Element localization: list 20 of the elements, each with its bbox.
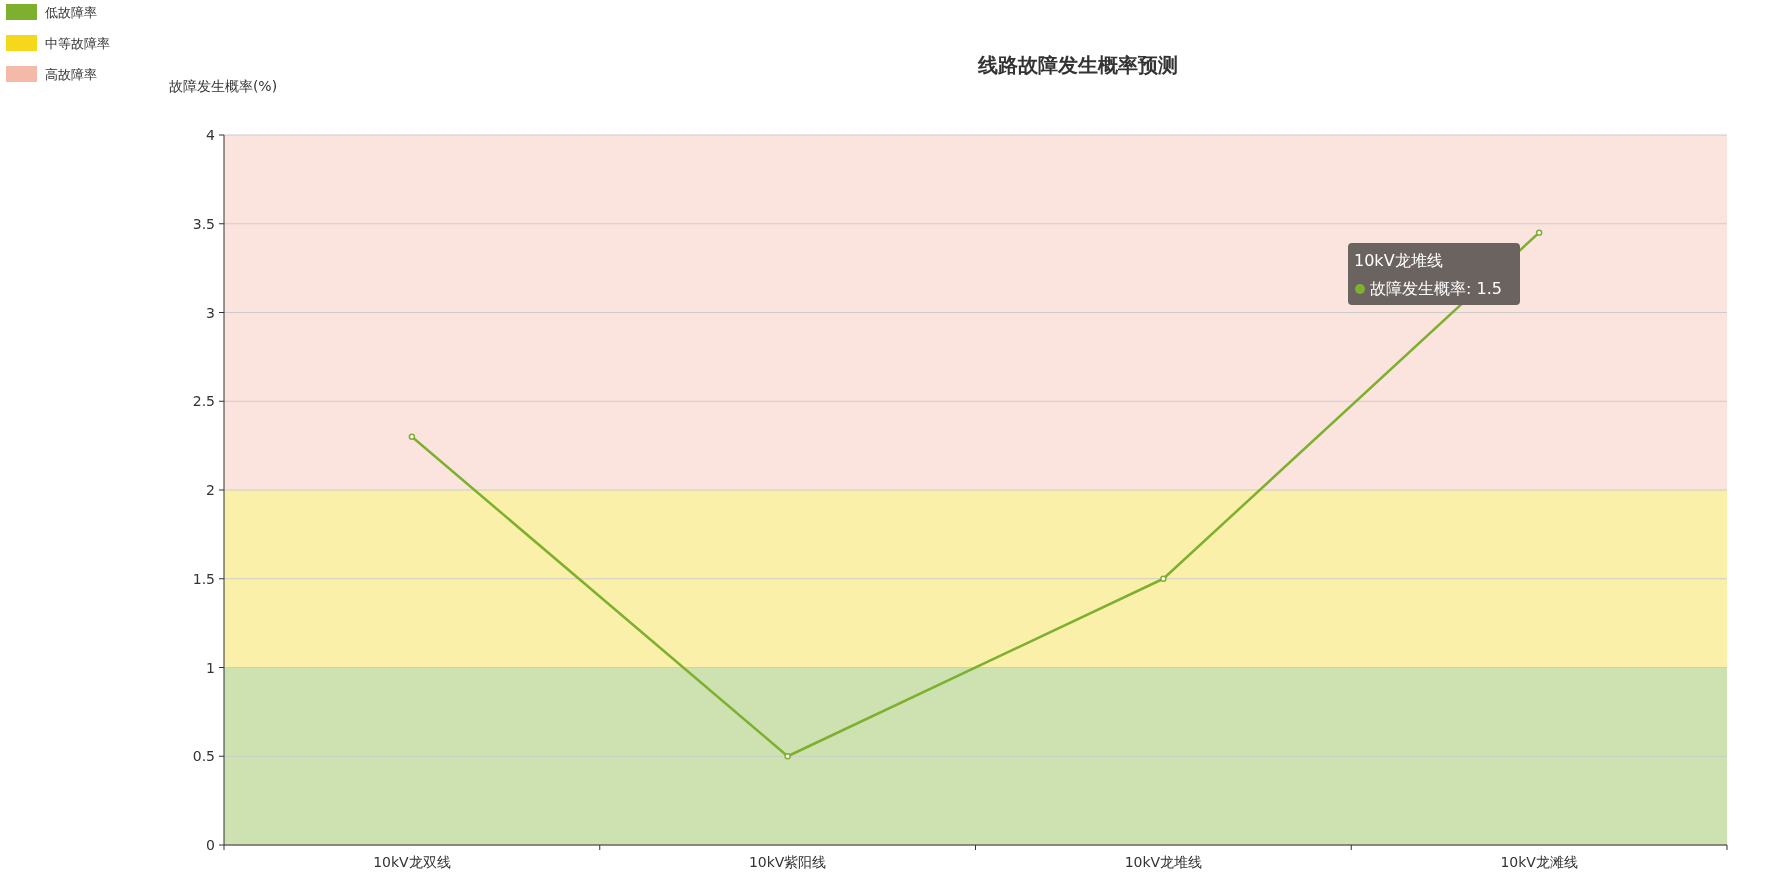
x-tick-label: 10kV紫阳线 [748,854,827,870]
legend-label: 中等故障率 [45,36,110,51]
legend-label: 高故障率 [45,67,97,82]
y-tick-label: 2 [206,482,215,498]
y-tick-label: 4 [206,127,216,143]
annotation: 故障发生概率: 1.5 [1370,279,1502,298]
y-tick-label: 1 [206,659,215,676]
x-tick-label: 10kV龙双线 [373,854,451,870]
chart-title: 线路故障发生概率预测 [977,53,1178,77]
annotation: 10kV龙堆线 [1354,251,1443,270]
y-tick-label: 0 [206,837,215,853]
x-tick-label: 10kV龙滩线 [1500,854,1578,870]
y-tick-label: 3 [206,304,215,321]
legend-label: 低故障率 [45,5,97,20]
x-tick-label: 10kV龙堆线 [1124,854,1203,870]
y-tick-label: 0.5 [192,748,215,765]
y-tick-label: 3.5 [192,215,215,232]
y-tick-label: 1.5 [192,570,215,587]
y-tick-label: 2.5 [192,393,215,410]
y-axis-title: 故障发生概率(%) [168,78,278,94]
